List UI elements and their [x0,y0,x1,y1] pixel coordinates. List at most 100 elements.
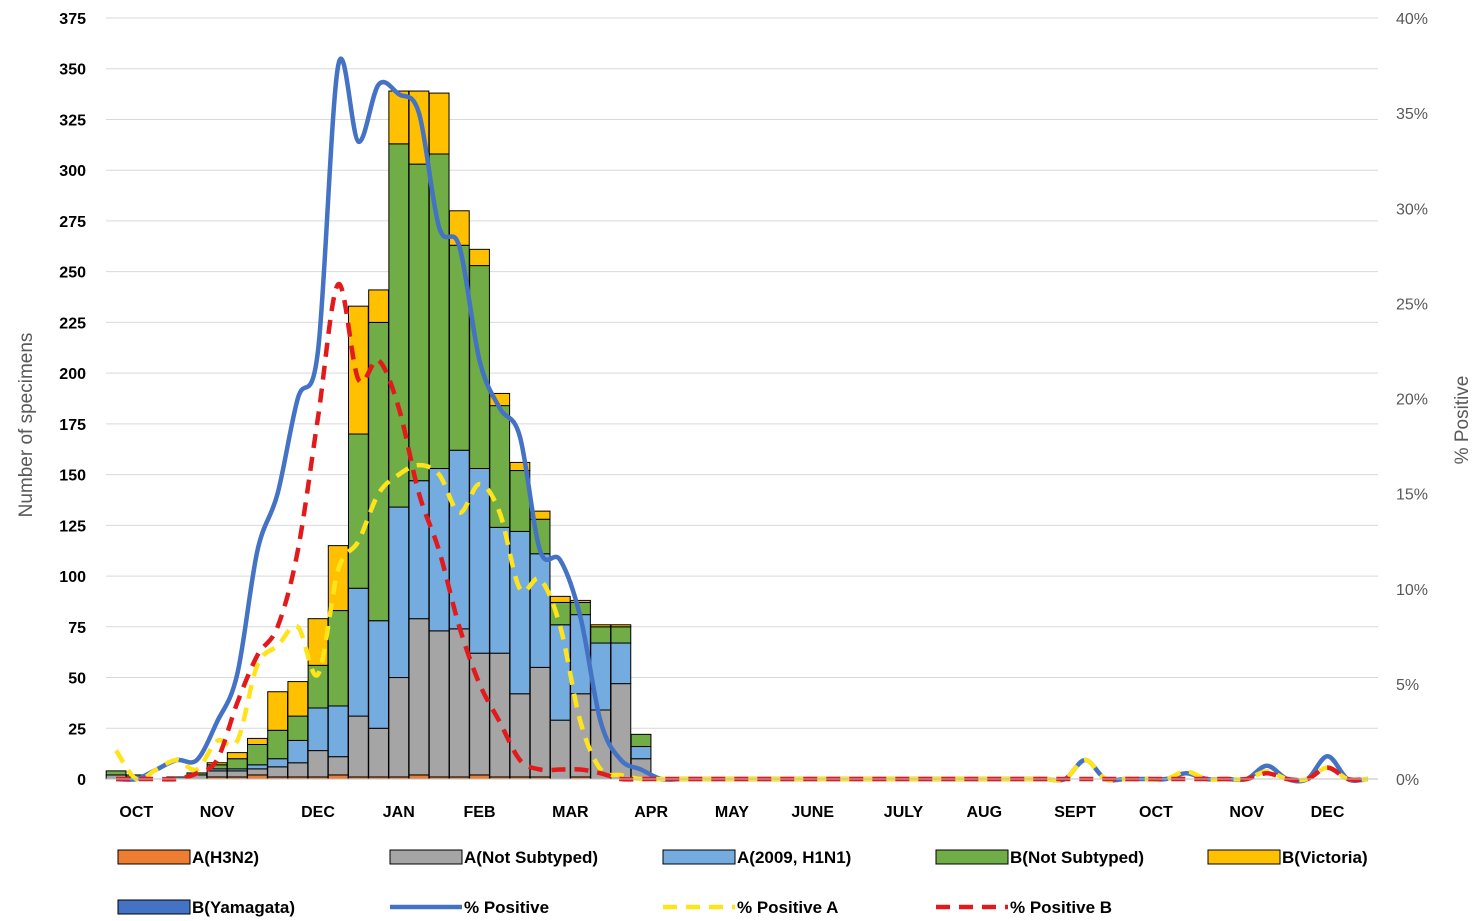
bar-segment [630,733,652,748]
y2-tick-label: 30% [1396,201,1428,218]
bar-segment [610,642,632,685]
bar-segment [388,677,410,778]
y2-tick-label: 35% [1396,106,1428,123]
x-tick-label: MAY [715,804,749,821]
legend-swatch [1207,849,1281,865]
bar-segment [327,756,349,776]
bar-segment [428,92,450,155]
bar-segment [549,624,571,721]
y-tick-label: 200 [59,366,86,383]
legend-swatch [389,849,463,865]
bar-segment [408,618,430,776]
bar-segment [307,750,329,778]
bar-segment [226,758,248,770]
bar-segment [226,770,248,778]
x-tick-label: JUNE [791,804,834,821]
bar-segment [267,766,289,778]
bar-segment [408,480,430,620]
bar-segment [529,553,551,668]
bar-segment [368,620,389,729]
bar-segment [267,758,289,768]
legend-label: % Positive B [1010,898,1112,917]
y-tick-label: 350 [59,62,86,79]
bar-segment [469,248,490,267]
legend-swatch [117,849,191,865]
y2-tick-label: 10% [1396,582,1428,599]
bar-segment [247,764,268,770]
y2-tick-label: 25% [1396,296,1428,313]
y-tick-label: 0 [77,772,86,789]
y-tick-label: 125 [59,518,86,535]
bar-segment [630,746,652,760]
bar-segment [347,305,369,435]
axes: 0 25 50 75 100 125 150 175 200 225 250 275 300 325 350… [59,11,1428,821]
y-tick-label: 100 [59,569,86,586]
bar-segment [610,624,632,628]
bar-segment [408,163,430,482]
y2-tick-label: 20% [1396,392,1428,409]
bar-segment [307,707,329,752]
y-tick-label: 300 [59,163,86,180]
legend: A(H3N2) A(Not Subtyped) A(2009, H1N1) B(Not… [117,848,1368,917]
legend-label: B(Victoria) [1282,848,1368,867]
bar-segment [267,729,289,760]
bar-segment [347,433,369,589]
x-tick-label: NOV [200,804,235,821]
bar-segment [247,744,268,766]
bar-segment [287,739,309,764]
x-tick-label: APR [634,804,668,821]
bar-segment [327,610,349,707]
bar-segment [347,715,369,778]
y-tick-label: 75 [68,620,86,637]
bar-segment [287,762,309,778]
bar-segment [428,468,450,632]
bar-segment [590,626,612,644]
y-tick-label: 275 [59,214,86,231]
bar-segment [469,468,490,654]
bar-segment [469,774,490,780]
bar-segment [247,774,268,780]
x-tick-label: OCT [119,804,153,821]
x-tick-label: DEC [301,804,335,821]
bar-segment [347,587,369,717]
y-tick-label: 150 [59,468,86,485]
bar-segment [388,90,410,145]
bar-segment [105,770,127,776]
percent-lines [114,56,1369,784]
bar-segment [489,526,511,654]
bar-segment [327,774,349,780]
bar-segment [509,693,531,778]
bar-segment [267,691,289,731]
bar-segment [509,461,531,472]
bar-segment [206,770,228,778]
bar-segment [529,510,551,520]
legend-label: A(H3N2) [192,848,259,867]
bar-segment [590,624,612,628]
y-tick-label: 50 [68,671,86,688]
x-tick-label: JULY [884,804,924,821]
bar-segment [448,449,470,630]
legend-swatch [117,899,191,915]
bar-segment [408,774,430,780]
legend-label: % Positive A [737,898,838,917]
x-tick-label: SEPT [1054,804,1096,821]
y-tick-label: 175 [59,417,86,434]
legend-label: % Positive [464,898,549,917]
x-tick-label: AUG [967,804,1003,821]
bar-segment [368,289,389,323]
legend-label: B(Not Subtyped) [1010,848,1144,867]
bar-segment [388,506,410,679]
bar-segment [570,693,591,778]
series-line [116,56,1369,784]
x-tick-label: DEC [1311,804,1345,821]
stacked-bars [105,90,652,780]
legend-label: B(Yamagata) [192,898,295,917]
y2-tick-label: 5% [1396,677,1419,694]
y-tick-label: 25 [68,721,86,738]
bar-segment [610,626,632,644]
x-tick-label: NOV [1229,804,1264,821]
x-tick-label: OCT [1139,804,1173,821]
legend-swatch [662,849,736,865]
x-tick-label: MAR [552,804,589,821]
